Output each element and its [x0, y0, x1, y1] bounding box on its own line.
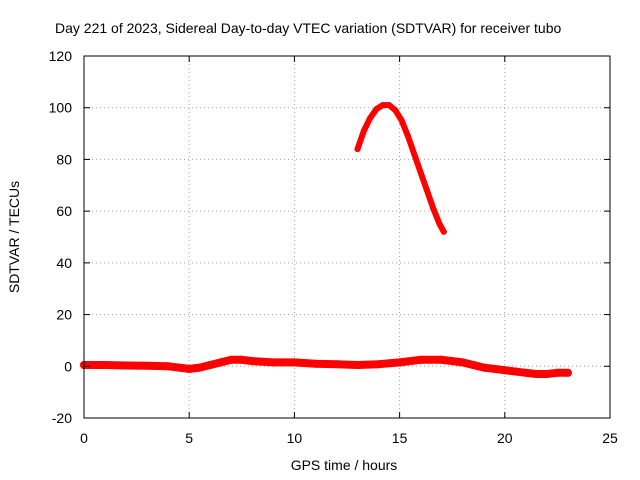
data-point-baseline — [206, 361, 215, 369]
data-point-baseline — [101, 361, 109, 369]
y-axis-label: SDTVAR / TECUs — [6, 181, 22, 293]
series-line-arc — [354, 102, 447, 235]
x-tick-label: 15 — [392, 430, 408, 446]
y-tick-label: 0 — [64, 358, 72, 374]
x-tick-label: 5 — [185, 430, 193, 446]
data-point-arc — [386, 102, 393, 109]
y-tick-label: 100 — [49, 100, 73, 116]
data-point-baseline — [437, 355, 446, 364]
data-point-baseline — [216, 358, 225, 367]
y-tick-label: 60 — [56, 203, 72, 219]
data-point-arc — [424, 187, 430, 194]
data-point-arc — [436, 221, 443, 228]
data-point-arc — [411, 151, 418, 158]
data-point-baseline — [479, 363, 488, 372]
x-tick-label: 25 — [602, 430, 618, 446]
data-point-baseline — [521, 368, 530, 377]
data-point-baseline — [500, 366, 509, 375]
x-tick-label: 0 — [80, 430, 88, 446]
data-point-baseline — [290, 358, 299, 367]
data-point-baseline — [122, 361, 131, 370]
y-tick-label: 120 — [49, 48, 73, 64]
data-point-arc — [430, 205, 437, 212]
data-point-arc — [405, 133, 411, 140]
data-point-arc — [354, 146, 361, 153]
data-point-baseline — [227, 355, 236, 364]
data-point-baseline — [311, 359, 320, 368]
data-point-baseline — [563, 368, 572, 377]
data-point-baseline — [248, 357, 257, 366]
data-point-baseline — [532, 370, 541, 378]
data-point-baseline — [185, 364, 194, 373]
data-point-baseline — [332, 360, 341, 369]
data-point-baseline — [353, 361, 362, 369]
data-point-arc — [367, 115, 374, 122]
y-tick-label: 20 — [56, 307, 72, 323]
data-point-arc — [373, 106, 380, 112]
data-point-baseline — [458, 358, 467, 367]
data-point-baseline — [542, 370, 551, 378]
series-layer — [80, 102, 572, 378]
data-point-baseline — [269, 358, 278, 367]
y-tick-label: -20 — [52, 410, 72, 426]
y-tick-label: 40 — [56, 255, 72, 271]
data-point-baseline — [416, 355, 425, 364]
x-tick-label: 10 — [287, 430, 303, 446]
data-point-baseline — [553, 368, 562, 377]
data-point-arc — [360, 128, 367, 134]
x-tick-label: 20 — [497, 430, 513, 446]
data-point-baseline — [374, 360, 383, 369]
data-point-arc — [440, 228, 447, 235]
data-point-baseline — [395, 358, 404, 367]
chart-title: Day 221 of 2023, Sidereal Day-to-day VTE… — [55, 20, 562, 36]
data-point-baseline — [469, 361, 478, 369]
y-tick-label: 80 — [56, 151, 72, 167]
data-point-baseline — [237, 355, 246, 364]
data-point-baseline — [164, 362, 173, 371]
data-point-baseline — [143, 361, 152, 370]
series-line-baseline — [80, 355, 572, 378]
data-point-arc — [417, 169, 424, 176]
axis-ticks: 0 5 10 15 20 25 -20 0 20 40 60 80 100 120 — [49, 48, 618, 446]
data-point-baseline — [195, 363, 204, 372]
x-axis-label: GPS time / hours — [291, 457, 398, 473]
plot-frame — [83, 55, 611, 419]
data-point-arc — [379, 102, 386, 109]
data-point-arc — [392, 107, 399, 114]
data-point-arc — [398, 117, 405, 124]
